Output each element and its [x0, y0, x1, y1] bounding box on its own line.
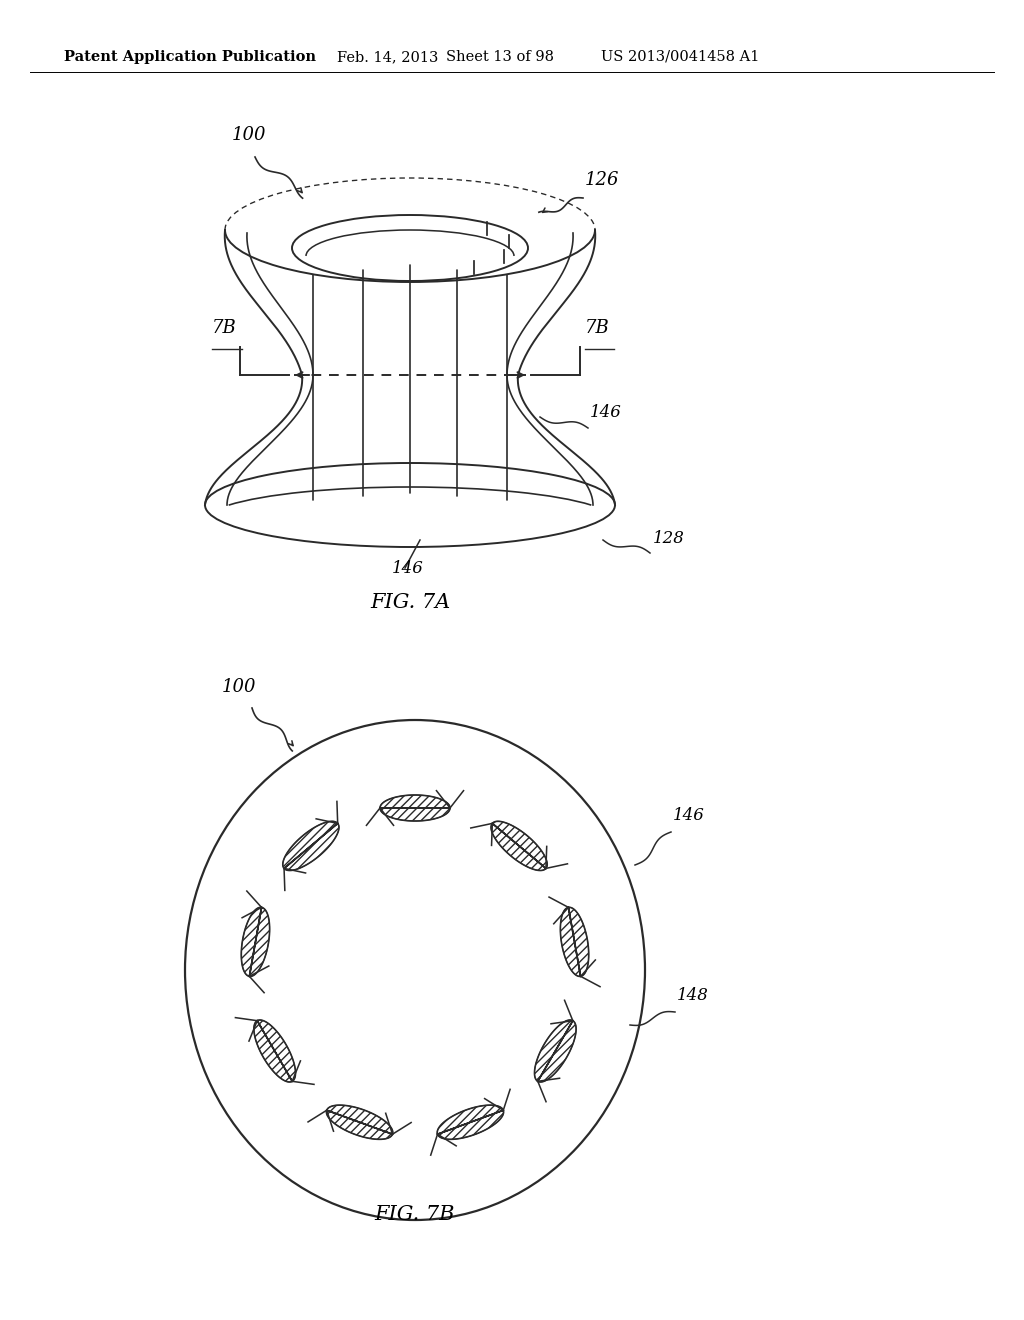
Text: US 2013/0041458 A1: US 2013/0041458 A1	[601, 50, 759, 63]
Text: 146: 146	[673, 807, 705, 824]
Text: FIG. 7A: FIG. 7A	[370, 594, 451, 612]
Polygon shape	[492, 821, 547, 870]
Text: 148: 148	[677, 987, 709, 1005]
Polygon shape	[380, 795, 450, 821]
Polygon shape	[560, 907, 589, 977]
Text: Feb. 14, 2013: Feb. 14, 2013	[337, 50, 438, 63]
Text: 7B: 7B	[585, 319, 609, 337]
Polygon shape	[283, 821, 339, 870]
Polygon shape	[242, 907, 269, 977]
Polygon shape	[254, 1020, 296, 1082]
Polygon shape	[327, 1105, 393, 1139]
Text: 100: 100	[222, 678, 256, 696]
Text: FIG. 7B: FIG. 7B	[375, 1205, 456, 1225]
Polygon shape	[437, 1105, 504, 1139]
Text: 146: 146	[392, 560, 424, 577]
Text: 100: 100	[232, 125, 266, 144]
Text: 128: 128	[653, 531, 685, 546]
Text: Patent Application Publication: Patent Application Publication	[63, 50, 316, 63]
Text: 7B: 7B	[212, 319, 237, 337]
Text: 126: 126	[585, 172, 620, 189]
Polygon shape	[535, 1020, 577, 1082]
Text: Sheet 13 of 98: Sheet 13 of 98	[446, 50, 554, 63]
Text: 146: 146	[590, 404, 622, 421]
